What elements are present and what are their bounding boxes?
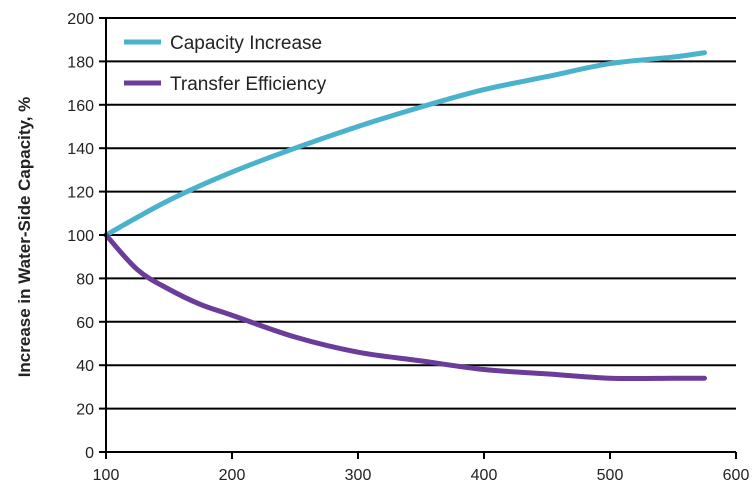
y-axis-label: Increase in Water-Side Capacity, % (15, 97, 34, 378)
y-tick-label-160: 160 (67, 98, 94, 115)
y-tick-label-20: 20 (76, 402, 94, 419)
legend-label-1: Capacity Increase (170, 33, 322, 54)
y-tick-label-40: 40 (76, 358, 94, 375)
x-tick-label-400: 400 (471, 467, 498, 484)
series-lines (103, 50, 707, 382)
y-tick-label-80: 80 (76, 271, 94, 288)
x-tick-label-100: 100 (93, 467, 120, 484)
y-tick-label-120: 120 (67, 185, 94, 202)
y-tick-label-140: 140 (67, 141, 94, 158)
y-tick-label-100: 100 (67, 228, 94, 245)
legend: Capacity Increase Transfer Efficiency (118, 26, 368, 97)
series-line-2 (103, 232, 707, 382)
y-tick-label-200: 200 (67, 11, 94, 28)
x-tick-label-300: 300 (345, 467, 372, 484)
x-tick-label-500: 500 (597, 467, 624, 484)
legend-label-2: Transfer Efficiency (170, 74, 327, 95)
y-tick-label-0: 0 (85, 445, 94, 462)
y-tick-label-180: 180 (67, 54, 94, 71)
series-line-1 (103, 50, 707, 238)
x-tick-label-600: 600 (723, 467, 750, 484)
y-tick-label-60: 60 (76, 315, 94, 332)
x-tick-label-200: 200 (219, 467, 246, 484)
axes: 0 20 40 60 80 100 120 140 160 180 200 100 200 300 400 5… (67, 11, 749, 484)
